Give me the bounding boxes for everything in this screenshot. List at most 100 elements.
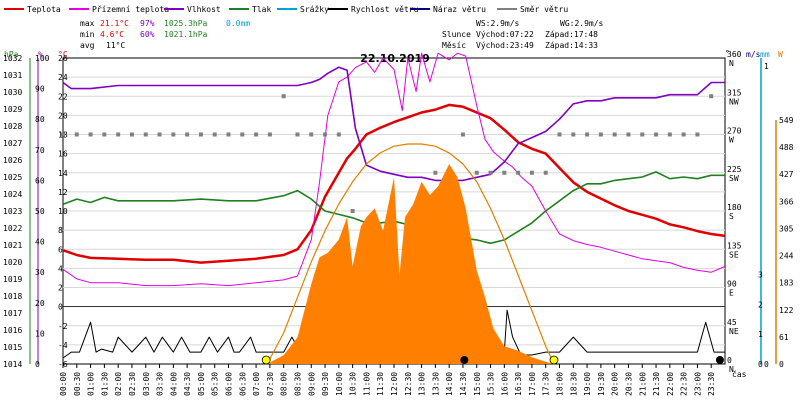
legend-label-srazky: Srážky: [300, 5, 329, 14]
time-tick-label: 00:00: [59, 372, 68, 396]
time-tick-label: 17:30: [542, 372, 551, 396]
time-tick-label: 11:00: [362, 372, 371, 396]
time-tick-label: 01:00: [87, 372, 96, 396]
hpa-tick-label: 1031: [3, 71, 22, 80]
series-marks: [61, 52, 726, 365]
wind-direction-point: [516, 170, 521, 175]
wind-direction-point: [626, 132, 631, 137]
solar-radiation-area: [267, 164, 554, 364]
time-tick-label: 21:30: [652, 372, 661, 396]
hpa-tick-label: 1016: [3, 326, 22, 335]
legend-label-smer-vetru: Směr větru: [520, 5, 568, 14]
wind-direction-point: [543, 170, 548, 175]
time-tick-label: 23:00: [693, 372, 702, 396]
time-tick-label: 02:00: [114, 372, 123, 396]
watts-tick-label: 427: [779, 170, 794, 179]
time-tick-label: 20:30: [624, 372, 633, 396]
percent-tick-label: 70: [35, 146, 45, 155]
axis-title-percent: %: [38, 50, 43, 59]
time-tick-label: 06:30: [238, 372, 247, 396]
direction-degree-tick: 45: [727, 318, 737, 327]
direction-cardinal-tick: SW: [729, 174, 739, 183]
wind-direction-point: [185, 132, 190, 137]
tick-labels: 1014101510161017101810191020102110221023…: [3, 50, 794, 396]
wind-direction-point: [612, 132, 617, 137]
temperature-line: [62, 103, 726, 264]
wind-direction-point: [309, 132, 314, 137]
time-tick-label: 16:00: [500, 372, 509, 396]
time-tick-label: 05:00: [197, 372, 206, 396]
time-tick-label: 19:30: [597, 372, 606, 396]
time-tick-label: 12:30: [404, 372, 413, 396]
legend-label-vlhkost: Vlhkost: [187, 5, 221, 14]
time-tick-label: 23:30: [707, 372, 716, 396]
wind-direction-point: [502, 170, 507, 175]
wind-direction-point: [212, 132, 217, 137]
hpa-tick-label: 1024: [3, 190, 22, 199]
info-block: WS:2.9m/s WG:2.9m/s Slunce Východ:07:22 …: [442, 19, 604, 50]
ms-tick-label: 2: [758, 300, 763, 309]
wind-direction-point: [61, 132, 65, 137]
direction-degree-tick: 90: [727, 280, 737, 289]
time-tick-label: 22:30: [680, 372, 689, 396]
ms-tick-label: 3: [758, 270, 763, 279]
celsius-tick-label: 16: [58, 150, 68, 159]
wind-direction-point: [598, 132, 603, 137]
time-tick-label: 15:30: [487, 372, 496, 396]
time-tick-label: 14:30: [459, 372, 468, 396]
celsius-tick-label: 22: [58, 92, 68, 101]
hpa-tick-label: 1030: [3, 88, 22, 97]
percent-tick-label: 10: [35, 329, 45, 338]
time-tick-label: 00:30: [73, 372, 82, 396]
direction-cardinal-tick: S: [729, 212, 734, 221]
wind-direction-point: [267, 132, 272, 137]
direction-cardinal-tick: NE: [729, 327, 739, 336]
stats-min-temp: 4.6°C: [100, 30, 124, 39]
celsius-tick-label: 12: [58, 188, 68, 197]
watts-tick-label: 61: [779, 333, 789, 342]
info-sun-set: Západ:17:48: [545, 30, 598, 39]
time-tick-label: 18:30: [569, 372, 578, 396]
hpa-tick-label: 1026: [3, 156, 22, 165]
hpa-tick-label: 1014: [3, 360, 22, 369]
time-tick-label: 12:00: [390, 372, 399, 396]
wind-direction-point: [529, 170, 534, 175]
info-moon-rise: Východ:23:49: [476, 41, 534, 50]
stats-max-label: max: [80, 19, 95, 28]
info-ws: WS:2.9m/s: [476, 19, 520, 28]
direction-degree-tick: 135: [727, 241, 742, 250]
celsius-tick-label: 20: [58, 111, 68, 120]
wind-direction-point: [460, 132, 465, 137]
wind-direction-point: [336, 132, 341, 137]
hpa-tick-label: 1017: [3, 309, 22, 318]
stats-max-hum: 97%: [140, 19, 155, 28]
wind-direction-point: [295, 132, 300, 137]
celsius-tick-label: 24: [58, 73, 68, 82]
info-sun-label: Slunce: [442, 30, 471, 39]
hpa-tick-label: 1019: [3, 275, 22, 284]
celsius-tick-label: 0: [58, 303, 63, 312]
ms-tick-label: 1: [758, 330, 763, 339]
time-tick-label: 17:00: [528, 372, 537, 396]
info-moon-set: Západ:14:33: [545, 41, 598, 50]
wind-direction-point: [240, 132, 245, 137]
celsius-tick-label: 2: [58, 284, 63, 293]
celsius-tick-label: 6: [58, 245, 63, 254]
wind-direction-point: [488, 170, 493, 175]
hpa-tick-label: 1032: [3, 54, 22, 63]
percent-tick-label: 20: [35, 299, 45, 308]
stats-max-press: 1025.3hPa: [164, 19, 208, 28]
wind-direction-point: [226, 132, 231, 137]
direction-cardinal-tick: SE: [729, 250, 739, 259]
celsius-tick-label: -2: [58, 322, 68, 331]
hpa-tick-label: 1027: [3, 139, 22, 148]
watts-tick-label: 244: [779, 252, 794, 261]
moonset-marker: [460, 356, 469, 364]
celsius-tick-label: 4: [58, 264, 63, 273]
percent-tick-label: 0: [35, 360, 40, 369]
wind-direction-point: [695, 132, 700, 137]
watts-tick-label: 122: [779, 306, 794, 315]
wind-direction-point: [654, 132, 659, 137]
time-tick-label: 07:30: [266, 372, 275, 396]
wind-direction-point: [116, 132, 121, 137]
